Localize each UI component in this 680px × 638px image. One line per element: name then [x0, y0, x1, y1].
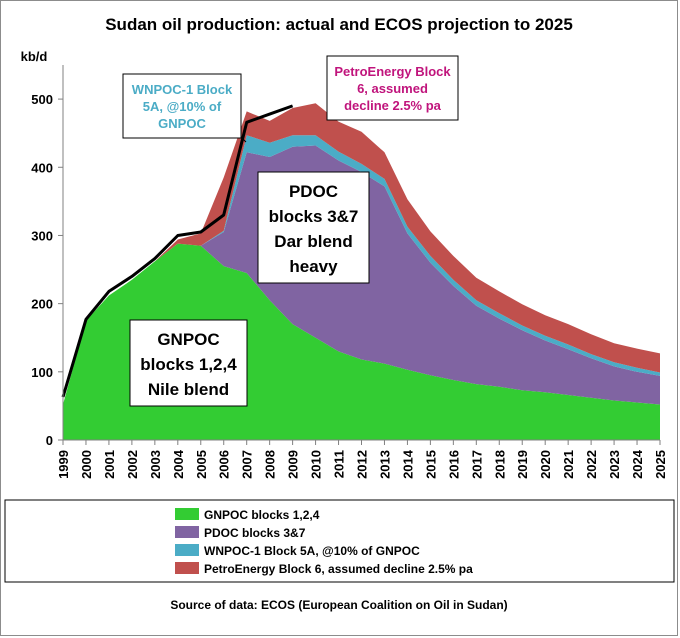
- annotation-box-4: [326, 55, 459, 121]
- x-tick-label: 2006: [217, 450, 232, 479]
- legend-label-1: GNPOC blocks 1,2,4: [204, 508, 320, 522]
- series-area-4: [63, 103, 660, 405]
- x-tick-label: 2025: [653, 450, 668, 479]
- annotation-label-4: PetroEnergy Block 6, assumed decline 2.5% …: [334, 64, 451, 113]
- x-tick-label: 2005: [194, 450, 209, 479]
- x-tick-label: 2016: [446, 450, 461, 479]
- x-tick-label: 2009: [286, 450, 301, 479]
- legend-label-2: PDOC blocks 3&7: [204, 526, 306, 540]
- x-tick-label: 2003: [148, 450, 163, 479]
- y-tick-label: 200: [31, 297, 53, 312]
- annotation-label-3: WNPOC-1 Block 5A, @10% of GNPOC: [132, 82, 233, 131]
- x-tick-label: 2021: [561, 450, 576, 479]
- legend-box: [4, 499, 675, 583]
- legend: GNPOC blocks 1,2,4 PDOC blocks 3&7 WNPOC-1…: [175, 508, 473, 576]
- annotation-label-2: PDOC blocks 3&7 Dar blend heavy: [269, 182, 359, 276]
- annotation-box-1: [129, 319, 248, 407]
- x-tick-label: 2001: [102, 450, 117, 479]
- legend-label-3: WNPOC-1 Block 5A, @10% of GNPOC: [204, 544, 420, 558]
- y-tick-label: 0: [46, 433, 53, 448]
- axes: 0 100 200 300 400 500 1999 2000 2001 2002 2003 2004…: [31, 65, 668, 479]
- x-tick-label: 2002: [125, 450, 140, 479]
- y-tick-label: 100: [31, 365, 53, 380]
- x-tick-label: 2012: [355, 450, 370, 479]
- annotation-leader: [240, 136, 247, 143]
- legend-swatch-3: [175, 544, 199, 556]
- x-tick-label: 2004: [171, 449, 186, 479]
- annotation-label-1: GNPOC blocks 1,2,4 Nile blend: [140, 330, 237, 399]
- x-tick-label: 1999: [56, 450, 71, 479]
- x-tick-label: 2024: [630, 449, 645, 479]
- x-tick-label: 2008: [263, 450, 278, 479]
- annotations: GNPOC blocks 1,2,4 Nile blend PDOC blocks 3&…: [122, 55, 459, 407]
- legend-swatch-2: [175, 526, 199, 538]
- x-tick-label: 2020: [538, 450, 553, 479]
- legend-swatch-4: [175, 562, 199, 574]
- y-tick-label: 400: [31, 160, 53, 175]
- legend-swatch-1: [175, 508, 199, 520]
- x-tick-label: 2018: [492, 450, 507, 479]
- x-tick-label: 2011: [332, 450, 347, 478]
- actual-production: [61, 104, 294, 398]
- chart-title: Sudan oil production: actual and ECOS pr…: [105, 15, 573, 34]
- source-note: Source of data: ECOS (European Coalition…: [170, 598, 507, 612]
- x-tick-label: 2017: [469, 450, 484, 479]
- x-tick-label: 2000: [79, 450, 94, 479]
- annotation-box-3: [122, 73, 242, 139]
- actual-production-line: [61, 104, 294, 398]
- x-tick-label: 2014: [400, 449, 415, 479]
- x-tick-label: 2015: [423, 450, 438, 479]
- x-tick-label: 2010: [309, 450, 324, 479]
- legend-label-4: PetroEnergy Block 6, assumed decline 2.5…: [204, 562, 473, 576]
- y-tick-label: 300: [31, 228, 53, 243]
- y-axis-label: kb/d: [21, 49, 48, 64]
- y-tick-label: 500: [31, 92, 53, 107]
- x-tick-label: 2019: [515, 450, 530, 479]
- x-tick-label: 2013: [377, 450, 392, 479]
- x-tick-label: 2022: [584, 450, 599, 479]
- annotation-box-2: [257, 171, 370, 284]
- x-tick-label: 2023: [607, 450, 622, 479]
- x-tick-label: 2007: [240, 450, 255, 479]
